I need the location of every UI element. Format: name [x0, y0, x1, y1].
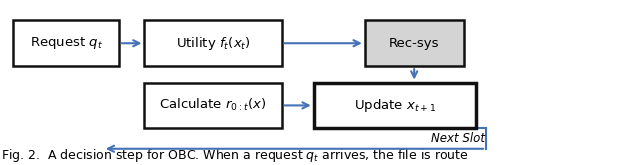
FancyBboxPatch shape [145, 82, 282, 128]
Text: Utility $f_t(x_t)$: Utility $f_t(x_t)$ [175, 35, 250, 52]
FancyBboxPatch shape [314, 82, 476, 128]
Text: Update $x_{t+1}$: Update $x_{t+1}$ [354, 97, 436, 114]
Text: Calculate $r_{0:t}(x)$: Calculate $r_{0:t}(x)$ [159, 97, 267, 114]
FancyBboxPatch shape [13, 20, 119, 66]
Text: Fig. 2.  A decision step for OBC. When a request $q_t$ arrives, the file is rout: Fig. 2. A decision step for OBC. When a … [1, 147, 468, 164]
Text: Next Slot: Next Slot [431, 132, 484, 145]
Text: Request $q_t$: Request $q_t$ [29, 35, 102, 51]
Text: Rec-sys: Rec-sys [389, 37, 440, 50]
FancyBboxPatch shape [365, 20, 464, 66]
FancyBboxPatch shape [145, 20, 282, 66]
